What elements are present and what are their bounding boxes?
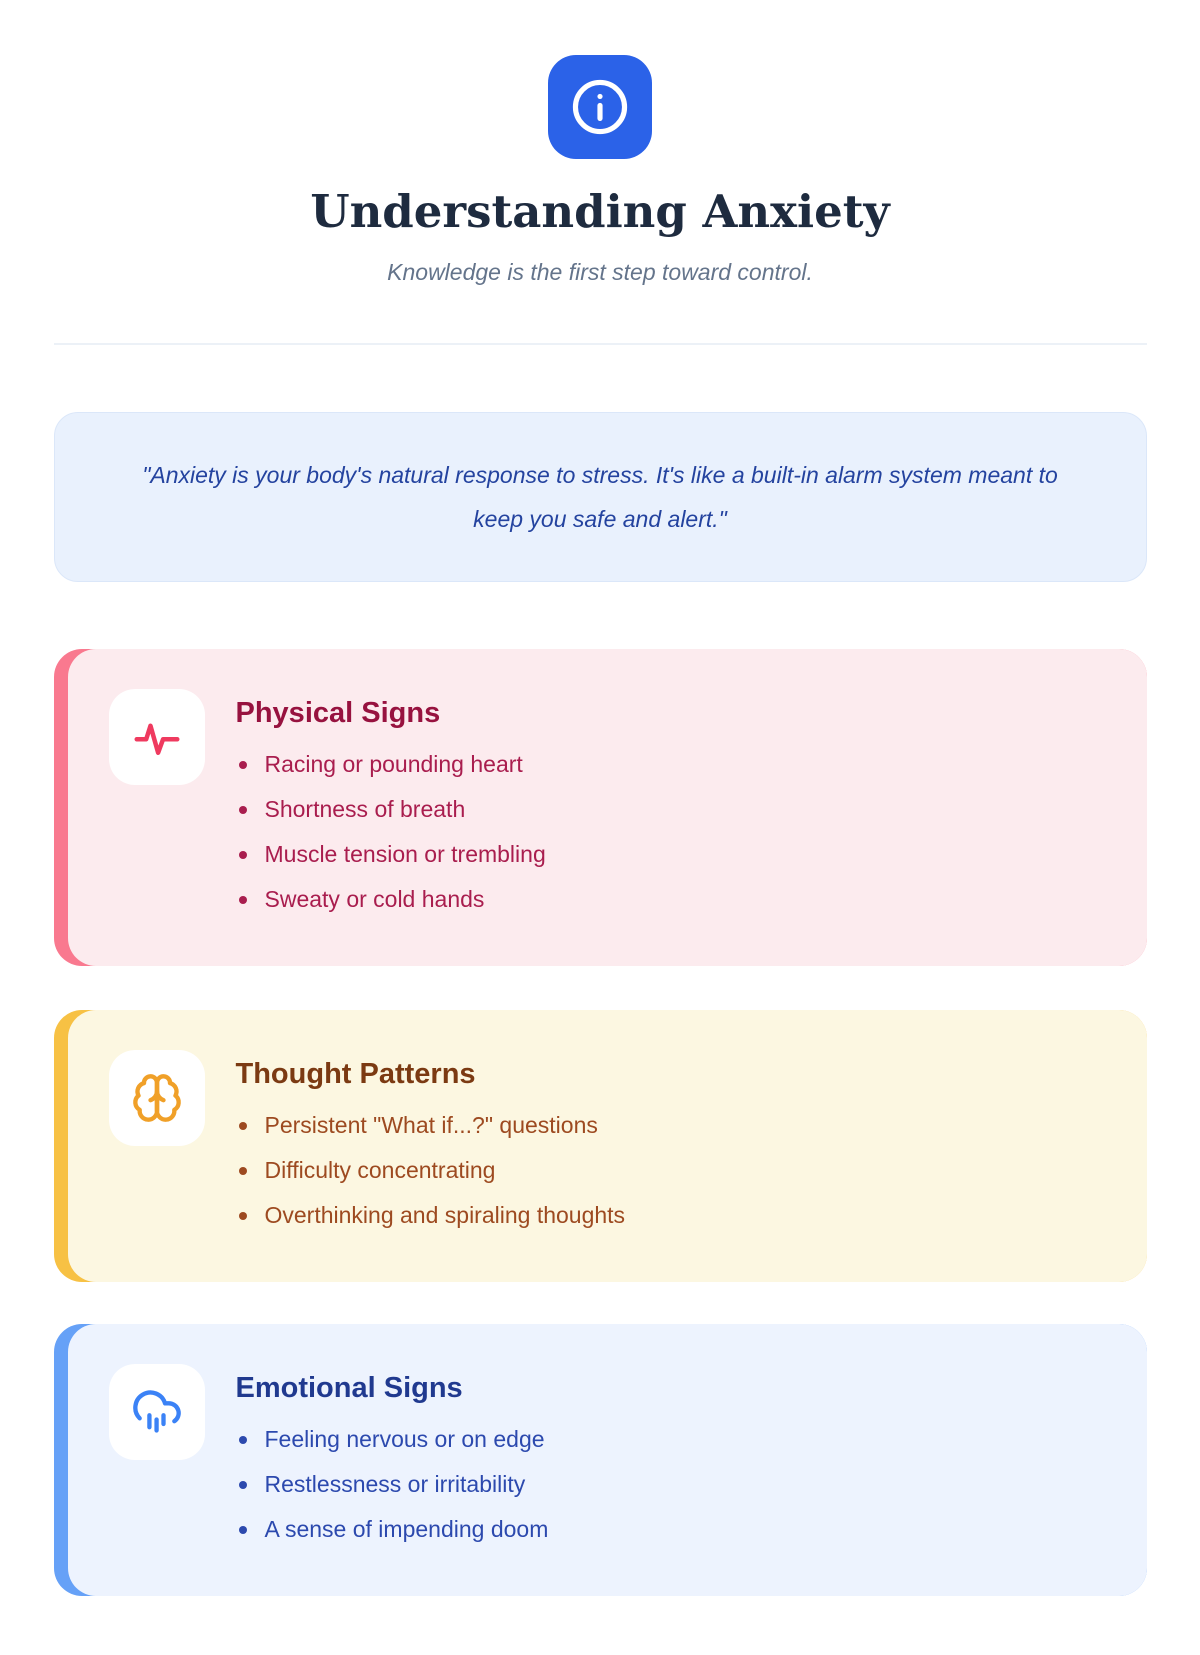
divider xyxy=(53,343,1147,345)
pulse-icon-box xyxy=(108,689,205,785)
symptom-list: Feeling nervous or on edge Restlessness … xyxy=(236,1417,549,1552)
card-thought-patterns-body: Thought Patterns Persistent "What if...?… xyxy=(67,1010,1147,1282)
info-icon xyxy=(572,79,628,135)
card-physical-signs-body: Physical Signs Racing or pounding heart … xyxy=(67,649,1147,966)
brain-icon xyxy=(132,1074,181,1122)
list-item: Muscle tension or trembling xyxy=(236,832,546,877)
quote-text: "Anxiety is your body's natural response… xyxy=(142,462,1058,532)
list-item: Overthinking and spiraling thoughts xyxy=(236,1193,625,1238)
info-icon-badge xyxy=(548,55,652,159)
card-title: Physical Signs xyxy=(235,697,441,729)
card-content: Thought Patterns Persistent "What if...?… xyxy=(236,1050,626,1238)
page: Understanding Anxiety Knowledge is the f… xyxy=(53,55,1147,1596)
card-emotional-signs: Emotional Signs Feeling nervous or on ed… xyxy=(53,1324,1147,1596)
list-item: Restlessness or irritability xyxy=(236,1462,549,1507)
symptom-list: Racing or pounding heart Shortness of br… xyxy=(236,742,546,922)
list-item: Persistent "What if...?" questions xyxy=(236,1103,626,1148)
list-item: Feeling nervous or on edge xyxy=(236,1417,549,1462)
rain-cloud-icon-box xyxy=(108,1364,205,1460)
card-content: Physical Signs Racing or pounding heart … xyxy=(236,689,546,922)
quote-box: "Anxiety is your body's natural response… xyxy=(53,412,1147,582)
card-physical-signs: Physical Signs Racing or pounding heart … xyxy=(53,649,1147,966)
page-subtitle: Knowledge is the first step toward contr… xyxy=(387,259,813,285)
list-item: Sweaty or cold hands xyxy=(236,877,546,922)
list-item: A sense of impending doom xyxy=(236,1507,548,1552)
card-title: Thought Patterns xyxy=(235,1058,476,1090)
card-thought-patterns: Thought Patterns Persistent "What if...?… xyxy=(53,1010,1147,1282)
card-emotional-signs-body: Emotional Signs Feeling nervous or on ed… xyxy=(67,1324,1147,1596)
symptom-list: Persistent "What if...?" questions Diffi… xyxy=(236,1103,626,1238)
list-item: Shortness of breath xyxy=(236,787,546,832)
card-title: Emotional Signs xyxy=(235,1372,463,1404)
list-item: Racing or pounding heart xyxy=(236,742,546,787)
rain-cloud-icon xyxy=(132,1390,181,1433)
page-title: Understanding Anxiety xyxy=(310,185,890,238)
pulse-icon xyxy=(134,723,179,755)
card-content: Emotional Signs Feeling nervous or on ed… xyxy=(236,1364,549,1552)
list-item: Difficulty concentrating xyxy=(236,1148,626,1193)
brain-icon-box xyxy=(108,1050,205,1146)
